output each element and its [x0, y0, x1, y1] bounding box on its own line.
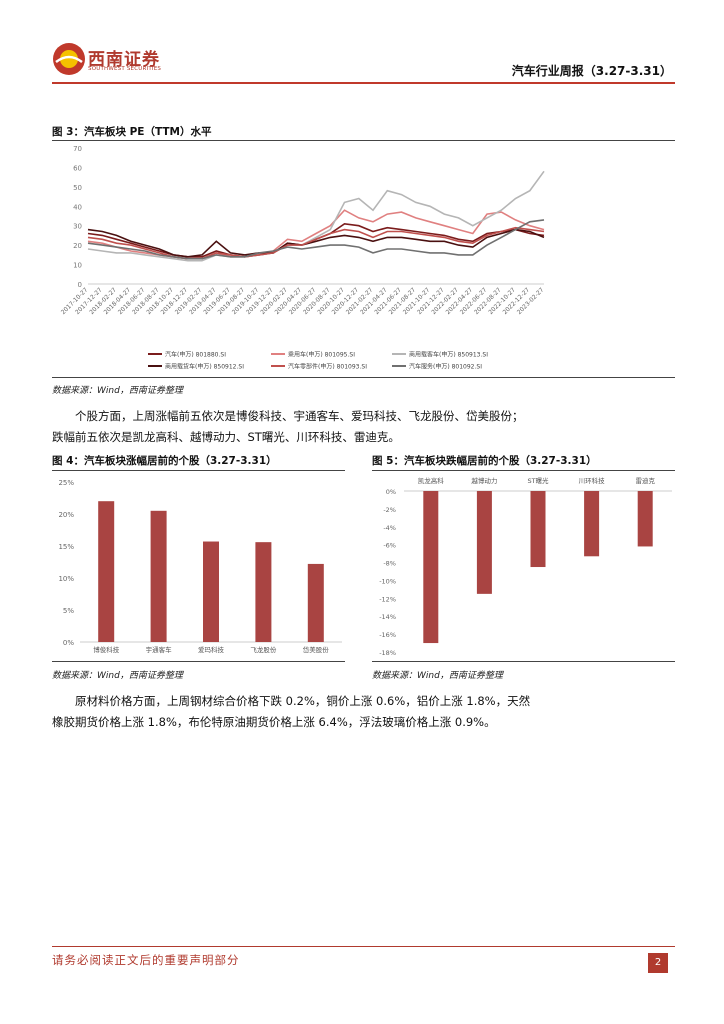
legend-label: 商用载货车(申万) 850912.SI [165, 363, 244, 371]
category-label: 博俊科技 [93, 645, 120, 654]
y-tick-label: 70 [73, 145, 82, 153]
logo-name: 西南证券 [88, 50, 160, 70]
y-tick-label: -8% [383, 560, 396, 568]
footer-divider [52, 946, 675, 947]
bar [203, 541, 219, 642]
category-label: 越博动力 [471, 476, 497, 485]
category-label: 雷迪克 [635, 476, 655, 485]
y-tick-label: 25% [58, 479, 74, 487]
company-logo [52, 42, 162, 78]
figure5-source: 数据来源：Wind，西南证券整理 [372, 671, 503, 681]
bar [150, 510, 167, 642]
bar [98, 501, 115, 642]
logo-subtitle: SOUTHWEST SECURITIES [88, 66, 162, 72]
y-tick-label: 10% [58, 575, 74, 583]
page-number: 2 [648, 953, 668, 973]
series-line [87, 226, 545, 260]
figure5-title: 图 5：汽车板块跌幅居前的个股（3.27-3.31） [372, 455, 597, 467]
footer-disclaimer: 请务必阅读正文后的重要声明部分 [52, 953, 240, 967]
paragraph2-line1: 原材料价格方面，上周钢材综合价格下跌 0.2%，铜价上涨 0.6%，铝价上涨 1… [75, 694, 531, 708]
legend-label: 汽车(申万) 801880.SI [165, 351, 226, 359]
figure3-source: 数据来源：Wind，西南证券整理 [52, 386, 183, 396]
y-tick-label: 0 [78, 281, 82, 289]
y-tick-label: 15% [58, 543, 74, 551]
paragraph-raw-materials: 原材料价格方面，上周钢材综合价格下跌 0.2%，铜价上涨 0.6%，铝价上涨 1… [52, 691, 675, 733]
category-label: 宇通客车 [146, 645, 173, 654]
paragraph2-line2: 橡胶期货价格上涨 1.8%，布伦特原油期货价格上涨 6.4%，浮法玻璃价格上涨 … [52, 715, 496, 729]
figure5-top-rule [372, 470, 675, 471]
y-tick-label: 40 [73, 203, 82, 211]
category-label: 飞龙股份 [250, 645, 277, 654]
y-tick-label: -14% [379, 613, 396, 621]
y-tick-label: 20% [58, 511, 74, 519]
category-label: 爱玛科技 [198, 645, 225, 654]
paragraph1-line1: 个股方面，上周涨幅前五依次是博俊科技、宇通客车、爱玛科技、飞龙股份、岱美股份； [75, 409, 524, 423]
logo-emblem-icon [53, 43, 85, 75]
paragraph1-line2: 跌幅前五依次是凯龙高科、越博动力、ST曙光、川环科技、雷迪克。 [52, 430, 400, 444]
bar [530, 491, 546, 568]
paragraph-stock-performance: 个股方面，上周涨幅前五依次是博俊科技、宇通客车、爱玛科技、飞龙股份、岱美股份； … [52, 406, 675, 448]
report-title: 汽车行业周报（3.27-3.31） [511, 64, 672, 78]
series-line [87, 219, 545, 260]
losers-bar-chart: 0% -2% -4% -6% -8% -10% -12% -14% -16% -18% 凯龙高科 越博… [379, 476, 672, 657]
figure4-bottom-rule [52, 661, 345, 662]
y-tick-label: 5% [63, 607, 74, 615]
series-line [87, 170, 545, 262]
y-tick-label: -2% [383, 506, 396, 514]
category-label: ST曙光 [527, 476, 549, 485]
bar [584, 491, 600, 557]
y-tick-label: -6% [383, 542, 396, 550]
pe-line-chart: 0102030405060702017-10-272017-12-272018-… [60, 145, 546, 371]
series-line [87, 228, 545, 258]
bar [476, 491, 492, 594]
y-tick-label: 50 [73, 184, 82, 192]
category-label: 凯龙高科 [418, 476, 445, 485]
bar [255, 542, 272, 642]
y-tick-label: 30 [73, 223, 82, 231]
figure4-source: 数据来源：Wind，西南证券整理 [52, 671, 183, 681]
y-tick-label: -12% [379, 595, 396, 603]
y-tick-label: 10 [73, 262, 82, 270]
legend-label: 汽车零部件(申万) 801093.SI [288, 363, 367, 371]
y-tick-label: -10% [379, 577, 396, 585]
header-divider [52, 82, 675, 84]
figure3-bottom-rule [52, 377, 675, 378]
figure4-top-rule [52, 470, 345, 471]
bar [307, 563, 324, 642]
legend-label: 商用载客车(申万) 850913.SI [409, 351, 488, 359]
y-tick-label: 60 [73, 164, 82, 172]
y-tick-label: 0% [386, 488, 396, 496]
bar [637, 491, 653, 547]
legend-label: 汽车服务(申万) 801092.SI [409, 363, 482, 371]
y-tick-label: 0% [63, 639, 74, 647]
y-tick-label: -4% [383, 524, 396, 532]
gainers-bar-chart: 0% 5% 10% 15% 20% 25% 博俊科技 宇通客车 爱玛科技 飞龙股份 岱美股份 [58, 479, 342, 654]
figure5-bottom-rule [372, 661, 675, 662]
legend-label: 乘用车(申万) 801095.SI [288, 351, 355, 359]
category-label: 岱美股份 [303, 645, 330, 654]
category-label: 川环科技 [579, 476, 606, 485]
bar [423, 491, 439, 644]
y-tick-label: -16% [379, 631, 396, 639]
figure3-title: 图 3：汽车板块 PE（TTM）水平 [52, 126, 212, 138]
figure3-top-rule [52, 140, 675, 141]
figure4-title: 图 4：汽车板块涨幅居前的个股（3.27-3.31） [52, 455, 277, 467]
y-tick-label: 20 [73, 242, 82, 250]
y-tick-label: -18% [379, 649, 396, 657]
